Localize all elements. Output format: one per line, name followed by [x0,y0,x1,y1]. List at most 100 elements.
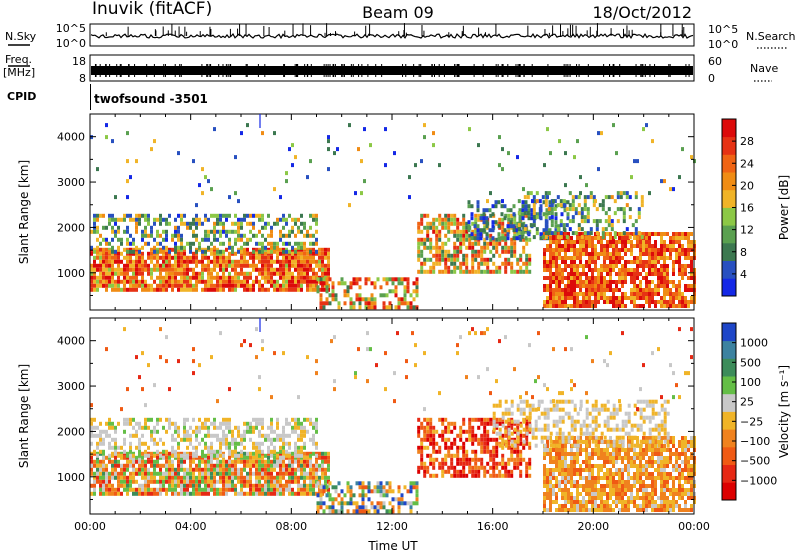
data-cell [501,465,505,470]
data-cell [204,283,207,288]
data-cell [512,224,516,229]
data-cell [171,463,174,468]
data-cell [577,223,581,228]
data-cell [480,437,484,442]
data-cell [204,491,207,496]
data-cell [480,461,484,466]
data-cell [105,275,108,280]
data-cell [349,301,353,306]
data-cell [456,249,460,254]
data-cell [192,287,195,292]
data-cell [558,472,561,476]
data-cell [201,425,204,430]
data-cell [90,483,93,488]
data-cell [93,283,96,288]
data-cell [456,445,460,450]
data-cell [270,259,273,264]
data-cell [586,215,590,220]
data-cell [633,272,636,276]
data-cell [558,448,561,452]
data-cell [273,491,276,496]
data-cell [237,249,240,254]
data-cell [270,483,273,488]
data-cell [135,245,138,250]
data-cell [243,217,246,222]
data-cell [640,195,644,200]
data-cell [385,509,389,514]
data-cell [465,221,469,226]
data-cell [426,437,430,442]
data-cell [555,436,558,440]
data-cell [90,287,93,292]
data-cell [228,237,231,242]
data-cell [594,256,597,260]
data-cell [192,267,195,272]
data-cell [228,417,231,422]
data-cell [309,259,312,264]
data-cell [291,475,294,480]
data-cell [423,465,427,470]
data-cell [255,421,258,426]
data-cell [117,217,120,222]
data-cell [108,491,111,496]
data-cell [471,441,475,446]
data-cell [519,433,523,438]
data-cell [288,249,291,254]
data-cell [471,465,475,470]
data-cell [261,449,264,454]
data-cell [234,463,237,468]
data-cell [246,421,249,426]
data-cell [168,479,171,484]
data-cell [516,445,520,450]
data-cell [159,487,162,492]
data-cell [663,288,666,292]
data-cell [105,463,108,468]
data-cell [177,471,180,476]
data-cell [159,241,162,246]
data-cell [147,471,150,476]
data-cell [297,449,300,454]
data-cell [687,276,690,280]
data-cell [328,481,332,486]
data-cell [165,459,168,464]
data-cell [144,491,147,496]
data-cell [132,467,135,472]
data-cell [90,229,93,234]
data-cell [562,203,566,208]
data-cell [324,467,327,472]
data-cell [528,253,532,258]
data-cell [349,501,353,506]
data-cell [300,271,303,276]
data-cell [279,491,282,496]
data-cell [144,471,147,476]
data-cell [546,195,549,200]
data-cell [420,269,424,274]
data-cell [603,268,606,272]
data-cell [543,504,546,508]
data-cell [165,455,168,460]
data-cell [532,199,536,204]
data-cell [225,425,228,430]
data-cell [93,459,96,464]
data-cell [291,287,294,292]
data-cell [306,247,309,252]
data-cell [93,271,96,276]
data-cell [525,241,529,246]
data-cell [486,437,490,442]
data-cell [491,220,495,225]
data-cell [325,297,329,302]
data-cell [120,491,123,496]
data-cell [666,264,669,268]
data-cell [501,457,505,462]
data-cell [243,459,246,464]
data-cell [492,437,496,442]
data-cell [570,504,573,508]
data-cell [441,437,445,442]
data-cell [150,455,153,460]
data-cell [554,212,558,217]
data-cell [159,233,162,238]
data-cell [388,301,392,306]
data-cell [93,213,96,218]
data-cell [648,236,651,240]
data-cell [492,429,496,434]
